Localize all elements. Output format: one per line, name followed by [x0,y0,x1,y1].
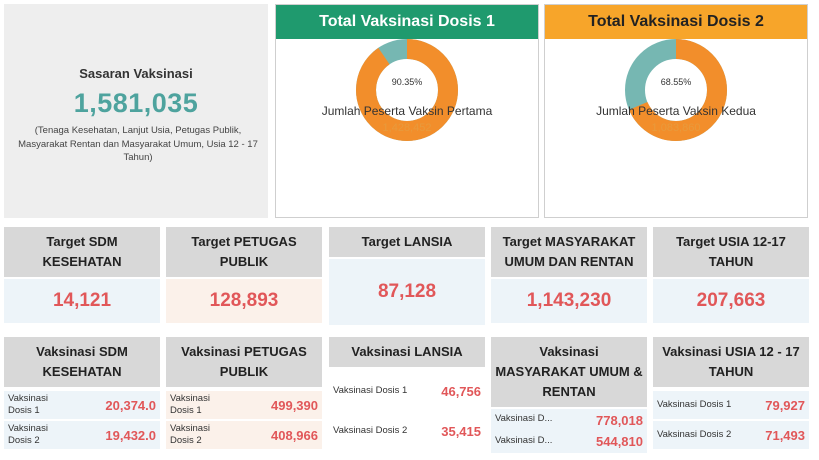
target-sdm-kesehatan-card: Target SDM KESEHATAN 14,121 [4,227,160,325]
row-label: Vaksinasi Dosis 2 [8,423,48,446]
row-value: 544,810 [596,434,643,449]
row-label: Vaksinasi Dosis 2 [333,425,408,436]
target-card-title: Target PETUGAS PUBLIK [166,227,322,277]
row-value: 19,432.0 [105,428,156,443]
row-value: 79,927 [765,398,805,413]
vaksinasi-row-dosis2: Vaksinasi Dosis 2 19,432.0 [4,421,160,449]
row-label: Vaksinasi Dosis 2 [657,429,732,440]
row-label: Vaksinasi Dosis 2 [170,423,210,446]
vaksinasi-row-dosis2: Vaksinasi Dosis 2 408,966 [166,421,322,449]
dosis2-header: Total Vaksinasi Dosis 2 [545,5,807,39]
row-value: 499,390 [271,398,318,413]
sasaran-desc-line3: Tahun) [123,152,153,163]
target-card-value: 87,128 [329,259,485,325]
row-value: 408,966 [271,428,318,443]
target-card-value: 14,121 [4,279,160,323]
dosis1-label: Jumlah Peserta Vaksin Pertama [321,104,493,118]
target-card-value: 128,893 [166,279,322,323]
dosis1-donut-arc [356,39,458,141]
vaksinasi-card-title: Vaksinasi PETUGAS PUBLIK [166,337,322,387]
sasaran-title: Sasaran Vaksinasi [79,66,193,81]
dosis1-panel: Total Vaksinasi Dosis 1 90.35% Jumlah Pe… [275,4,539,218]
row-value: 778,018 [596,413,643,428]
vaksinasi-sdm-kesehatan-card: Vaksinasi SDM KESEHATAN Vaksinasi Dosis … [4,337,160,455]
vaksinasi-row-dosis1: Vaksinasi Dosis 1 46,756 [329,377,485,405]
sasaran-description: (Tenaga Kesehatan, Lanjut Usia, Petugas … [8,124,268,165]
row-label: Vaksinasi Dosis 1 [333,385,408,396]
vaksinasi-row-dosis1: Vaksinasi Dosis 1 499,390 [166,391,322,419]
target-masyarakat-card: Target MASYARAKAT UMUM DAN RENTAN 1,143,… [491,227,647,325]
target-lansia-card: Target LANSIA 87,128 [329,227,485,325]
target-petugas-publik-card: Target PETUGAS PUBLIK 128,893 [166,227,322,325]
target-card-value: 207,663 [653,279,809,323]
dosis1-percent: 90.35% [391,77,423,87]
vaksinasi-masyarakat-card: Vaksinasi MASYARAKAT UMUM & RENTAN Vaksi… [491,337,647,455]
vaksinasi-card-title: Vaksinasi LANSIA [329,337,485,367]
vaksinasi-row-dosis1: Vaksinasi Dosis 1 20,374.0 [4,391,160,419]
row-label: Vaksinasi D... [495,435,553,446]
row-label: Vaksinasi Dosis 1 [8,393,48,416]
sasaran-desc-line2: Masyarakat Rentan dan Masyarakat Umum, U… [18,138,258,150]
row-value: 20,374.0 [105,398,156,413]
target-card-title: Target USIA 12-17 TAHUN [653,227,809,277]
target-card-title: Target LANSIA [329,227,485,257]
sasaran-desc-line1: (Tenaga Kesehatan, Lanjut Usia, Petugas … [34,125,242,136]
row-label: Vaksinasi D... [495,413,553,424]
dosis2-donut-arc [625,39,727,141]
row-label: Vaksinasi Dosis 1 [170,393,210,416]
vaksinasi-lansia-card: Vaksinasi LANSIA Vaksinasi Dosis 1 46,75… [329,337,485,455]
dosis1-value: 1,428,452 [382,122,432,134]
target-card-title: Target MASYARAKAT UMUM DAN RENTAN [491,227,647,277]
dosis1-header: Total Vaksinasi Dosis 1 [276,5,538,39]
vaksinasi-row-dosis2: Vaksinasi Dosis 2 35,415 [329,417,485,445]
row-value: 35,415 [441,424,481,439]
vaksinasi-petugas-publik-card: Vaksinasi PETUGAS PUBLIK Vaksinasi Dosis… [166,337,322,455]
vaksinasi-usia-12-17-card: Vaksinasi USIA 12 - 17 TAHUN Vaksinasi D… [653,337,809,455]
dosis1-donut[interactable] [276,39,538,217]
vaksinasi-row-dosis2: Vaksinasi Dosis 2 71,493 [653,421,809,449]
sasaran-value: 1,581,035 [73,88,199,118]
target-usia-12-17-card: Target USIA 12-17 TAHUN 207,663 [653,227,809,325]
vaksinasi-row-dosis1: Vaksinasi D... 778,018 [491,409,647,431]
row-value: 46,756 [441,384,481,399]
dosis2-label: Jumlah Peserta Vaksin Kedua [596,104,756,118]
dosis2-percent: 68.55% [660,77,692,87]
target-card-title: Target SDM KESEHATAN [4,227,160,277]
vaksinasi-row-dosis2: Vaksinasi D... 544,810 [491,431,647,453]
row-label: Vaksinasi Dosis 1 [657,399,732,410]
dosis2-panel: Total Vaksinasi Dosis 2 68.55% Jumlah Pe… [544,4,808,218]
vaksinasi-card-title: Vaksinasi USIA 12 - 17 TAHUN [653,337,809,387]
dosis2-donut[interactable] [545,39,807,217]
vaksinasi-card-title: Vaksinasi MASYARAKAT UMUM & RENTAN [491,337,647,407]
target-card-value: 1,143,230 [491,279,647,323]
vaksinasi-card-title: Vaksinasi SDM KESEHATAN [4,337,160,387]
dosis2-value: 1,083,860 [651,122,701,134]
row-value: 71,493 [765,428,805,443]
vaksinasi-row-dosis1: Vaksinasi Dosis 1 79,927 [653,391,809,419]
sasaran-vaksinasi-panel: Sasaran Vaksinasi 1,581,035 (Tenaga Kese… [4,4,268,218]
